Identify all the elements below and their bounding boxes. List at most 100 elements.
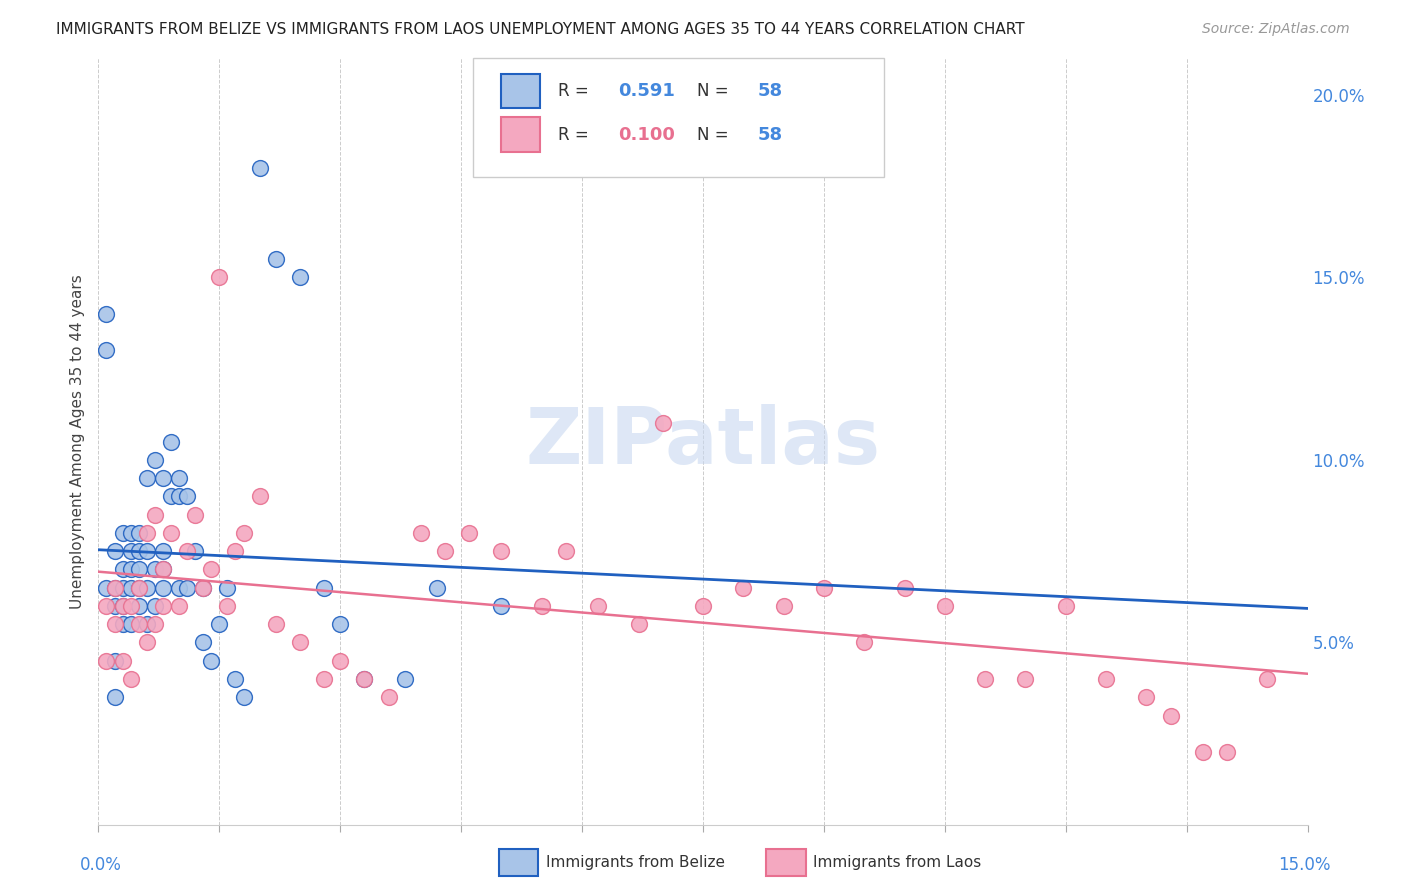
Text: 0.591: 0.591	[619, 82, 675, 100]
Point	[143, 562, 166, 576]
Text: 15.0%: 15.0%	[1278, 856, 1331, 874]
Text: IMMIGRANTS FROM BELIZE VS IMMIGRANTS FROM LAOS UNEMPLOYMENT AMONG AGES 35 TO 44 : IMMIGRANTS FROM BELIZE VS IMMIGRANTS FRO…	[56, 22, 1025, 37]
Point	[1014, 672, 1036, 686]
Point	[377, 690, 399, 705]
Point	[586, 599, 609, 613]
Point	[152, 544, 174, 558]
Point	[813, 581, 835, 595]
Point	[103, 581, 125, 595]
Point	[103, 599, 125, 613]
Point	[96, 654, 118, 668]
Point	[111, 617, 134, 632]
Text: N =: N =	[697, 82, 734, 100]
Point	[128, 617, 150, 632]
Text: R =: R =	[558, 126, 593, 144]
Point	[426, 581, 449, 595]
Point	[103, 581, 125, 595]
Text: 0.100: 0.100	[619, 126, 675, 144]
Point	[160, 489, 183, 503]
Point	[143, 617, 166, 632]
Point	[167, 489, 190, 503]
Point	[353, 672, 375, 686]
Point	[224, 544, 246, 558]
Point	[208, 617, 231, 632]
Point	[651, 417, 673, 431]
Point	[120, 672, 142, 686]
FancyBboxPatch shape	[501, 74, 540, 108]
Point	[152, 599, 174, 613]
Point	[120, 562, 142, 576]
Point	[135, 617, 157, 632]
Point	[96, 581, 118, 595]
Point	[111, 599, 134, 613]
Point	[167, 471, 190, 485]
Point	[96, 343, 118, 358]
Point	[128, 581, 150, 595]
Point	[120, 581, 142, 595]
Point	[103, 544, 125, 558]
Point	[893, 581, 915, 595]
Point	[1095, 672, 1118, 686]
Point	[160, 434, 183, 449]
Point	[288, 270, 311, 285]
Point	[135, 471, 157, 485]
Point	[491, 544, 513, 558]
Point	[128, 544, 150, 558]
Point	[232, 690, 254, 705]
Point	[249, 161, 271, 175]
Point	[934, 599, 956, 613]
Text: N =: N =	[697, 126, 734, 144]
Point	[143, 599, 166, 613]
FancyBboxPatch shape	[501, 118, 540, 152]
Point	[232, 525, 254, 540]
Point	[128, 562, 150, 576]
Point	[184, 508, 207, 522]
Point	[314, 672, 336, 686]
Point	[974, 672, 997, 686]
Point	[193, 581, 215, 595]
Point	[135, 525, 157, 540]
Point	[143, 452, 166, 467]
Point	[152, 581, 174, 595]
Point	[135, 544, 157, 558]
Point	[128, 581, 150, 595]
Point	[111, 599, 134, 613]
Point	[200, 654, 222, 668]
Point	[128, 525, 150, 540]
Point	[160, 525, 183, 540]
Point	[1216, 745, 1239, 759]
Text: 0.0%: 0.0%	[80, 856, 122, 874]
Point	[329, 617, 352, 632]
Point	[111, 581, 134, 595]
Point	[1191, 745, 1213, 759]
Y-axis label: Unemployment Among Ages 35 to 44 years: Unemployment Among Ages 35 to 44 years	[69, 274, 84, 609]
Point	[193, 635, 215, 649]
Point	[152, 562, 174, 576]
Point	[692, 599, 714, 613]
Point	[111, 562, 134, 576]
Text: Source: ZipAtlas.com: Source: ZipAtlas.com	[1202, 22, 1350, 37]
Point	[143, 508, 166, 522]
Point	[434, 544, 457, 558]
Point	[217, 599, 239, 613]
Point	[96, 599, 118, 613]
Point	[627, 617, 650, 632]
Point	[167, 581, 190, 595]
Point	[394, 672, 416, 686]
Point	[120, 617, 142, 632]
Text: R =: R =	[558, 82, 593, 100]
Point	[200, 562, 222, 576]
Point	[1135, 690, 1157, 705]
Point	[353, 672, 375, 686]
Text: 58: 58	[758, 126, 783, 144]
Point	[193, 581, 215, 595]
Point	[135, 635, 157, 649]
Point	[249, 489, 271, 503]
Point	[96, 307, 118, 321]
Point	[152, 471, 174, 485]
Point	[176, 489, 198, 503]
Point	[103, 654, 125, 668]
Point	[264, 252, 287, 266]
Point	[458, 525, 481, 540]
Point	[120, 599, 142, 613]
